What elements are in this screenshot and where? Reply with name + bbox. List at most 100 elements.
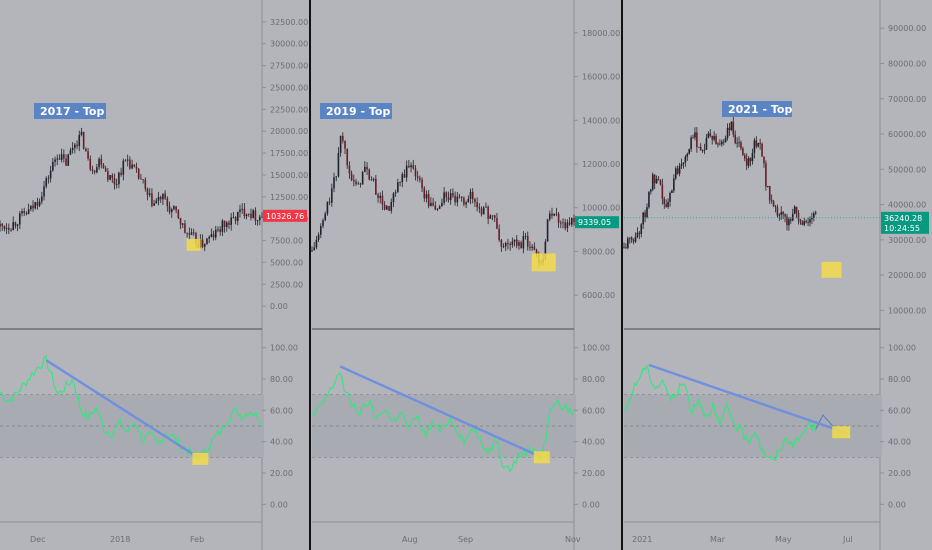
candle-body <box>16 224 19 226</box>
candle-body <box>65 158 67 166</box>
price-highlight-box <box>186 238 201 251</box>
candle-body <box>228 222 230 225</box>
oscillator-highlight-box <box>832 426 851 439</box>
candle-body <box>54 159 56 162</box>
time-tick-label: 2018 <box>110 535 130 544</box>
candle-body <box>388 206 390 211</box>
candle-body <box>21 211 23 214</box>
candle-body <box>669 192 671 202</box>
candle-body <box>726 127 729 139</box>
candle-body <box>504 243 507 247</box>
candle-body <box>500 239 503 247</box>
candle-body <box>634 236 637 242</box>
candle-body <box>45 178 48 187</box>
osc-tick-label: 20.00 <box>888 469 911 478</box>
candle-body <box>184 223 186 233</box>
candle-body <box>640 224 643 234</box>
price-tick-label: 16000.00 <box>582 73 620 82</box>
candle-body <box>100 158 103 165</box>
candle-body <box>118 172 120 185</box>
candle-body <box>813 213 815 218</box>
candle-body <box>326 201 329 214</box>
candle-body <box>219 229 221 232</box>
candle-body <box>164 193 166 199</box>
candle-body <box>47 178 50 180</box>
candle-body <box>667 201 669 207</box>
candle-body <box>87 151 89 159</box>
candle-body <box>688 149 690 154</box>
oscillator-line <box>311 372 575 473</box>
candle-body <box>790 219 792 221</box>
candle-body <box>570 218 573 225</box>
candle-body <box>232 217 235 219</box>
osc-tick-label: 60.00 <box>888 406 911 415</box>
candle-body <box>324 213 327 221</box>
candle-body <box>234 217 237 221</box>
candle-body <box>195 233 197 244</box>
oscillator-line <box>0 354 263 461</box>
candle-body <box>344 141 346 149</box>
price-tick-label: 30000.00 <box>270 40 308 49</box>
candle-body <box>5 227 8 229</box>
candle-body <box>236 211 239 221</box>
price-tick-label: 70000.00 <box>888 95 926 104</box>
candle-body <box>337 152 340 177</box>
candle-body <box>60 154 63 160</box>
candle-body <box>803 221 806 225</box>
candle-body <box>711 135 714 140</box>
price-axis-bg <box>880 0 930 550</box>
candle-body <box>786 216 788 226</box>
candle-body <box>476 202 478 208</box>
candle-body <box>436 208 439 210</box>
candle-body <box>713 136 715 140</box>
candle-body <box>162 193 164 200</box>
candle-body <box>498 228 500 240</box>
price-tick-label: 17500.00 <box>270 149 308 158</box>
candle-body <box>676 168 679 174</box>
candle-body <box>142 179 144 181</box>
candle-body <box>32 205 34 209</box>
candle-body <box>740 142 742 149</box>
candle-body <box>719 143 721 145</box>
candle-body <box>49 170 52 179</box>
price-tick-label: 80000.00 <box>888 59 926 68</box>
candle-body <box>203 244 206 247</box>
time-tick-label: Nov <box>565 535 581 544</box>
candle-body <box>774 206 777 208</box>
candle-body <box>133 164 136 167</box>
candle-body <box>394 192 397 194</box>
candle-body <box>573 218 575 222</box>
candle-body <box>416 176 419 178</box>
candle-body <box>3 225 6 229</box>
candle-body <box>795 206 798 213</box>
candle-body <box>680 163 683 167</box>
candle-body <box>386 206 388 210</box>
price-tick-label: 8000.00 <box>582 247 615 256</box>
candle-body <box>225 222 228 228</box>
candle-body <box>757 142 760 147</box>
candle-body <box>85 148 87 152</box>
candle-body <box>489 215 492 219</box>
candle-body <box>744 155 746 159</box>
candle-body <box>355 181 357 185</box>
candle-body <box>673 178 675 191</box>
candle-body <box>414 168 417 177</box>
candle-body <box>12 222 15 231</box>
price-tick-label: 10000.00 <box>582 204 620 213</box>
candle-body <box>566 222 569 229</box>
panel-1: 32500.00 30000.00 27500.00 25000.00 22500.00… <box>0 0 308 550</box>
candle-body <box>671 190 673 193</box>
candle-body <box>738 142 740 144</box>
time-tick-label: Jul <box>842 535 853 544</box>
candle-body <box>173 206 175 210</box>
candle-body <box>686 153 689 157</box>
candle-body <box>364 166 366 173</box>
candle-body <box>120 172 122 175</box>
candle-body <box>8 227 10 230</box>
candle-body <box>493 215 496 219</box>
candle-body <box>317 234 320 240</box>
candle-body <box>553 213 555 216</box>
candle-body <box>665 204 667 207</box>
current-price-badge <box>575 216 619 229</box>
candle-body <box>535 249 538 254</box>
